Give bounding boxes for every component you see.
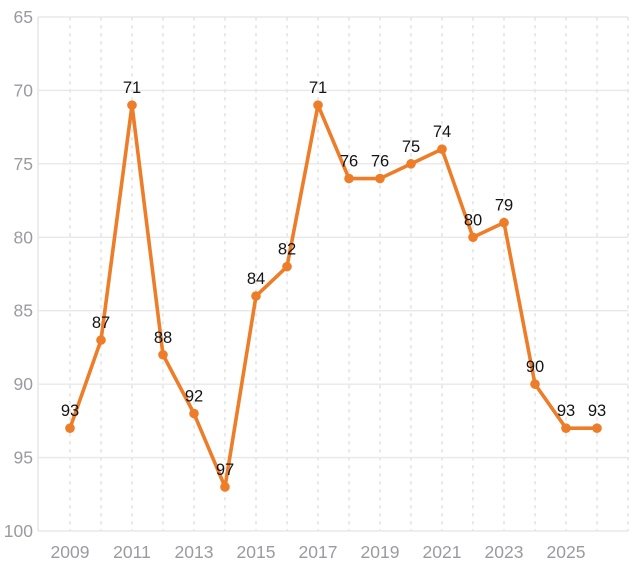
data-point-marker bbox=[251, 291, 261, 301]
data-point-label: 76 bbox=[340, 153, 358, 171]
x-axis-tick-label: 2019 bbox=[361, 542, 400, 562]
data-point-marker bbox=[468, 232, 478, 243]
data-point-label: 71 bbox=[123, 79, 141, 97]
x-axis-tick-label: 2017 bbox=[299, 542, 338, 562]
y-axis-tick-label: 85 bbox=[14, 301, 33, 321]
x-axis-tick-label: 2009 bbox=[51, 542, 90, 562]
data-point-label: 79 bbox=[495, 197, 513, 215]
data-point-label: 88 bbox=[154, 329, 172, 347]
x-axis-tick-label: 2023 bbox=[485, 542, 524, 562]
y-axis-tick-label: 100 bbox=[4, 521, 33, 541]
data-point-label: 82 bbox=[278, 241, 296, 259]
data-point-marker bbox=[127, 100, 137, 110]
data-point-label: 90 bbox=[526, 358, 544, 376]
data-point-marker bbox=[158, 349, 168, 360]
data-point-marker bbox=[282, 261, 292, 272]
data-point-marker bbox=[406, 159, 416, 169]
data-point-label: 76 bbox=[371, 153, 389, 171]
data-point-label: 80 bbox=[464, 211, 482, 229]
trend-line bbox=[68, 103, 599, 489]
y-axis-tick-label: 70 bbox=[14, 80, 34, 100]
data-point-label: 93 bbox=[557, 402, 575, 420]
data-point-marker bbox=[313, 100, 323, 110]
data-point-marker bbox=[561, 423, 571, 434]
data-point-label: 84 bbox=[247, 270, 265, 288]
y-axis-tick-label: 80 bbox=[14, 227, 34, 247]
x-axis-tick-label: 2025 bbox=[547, 542, 586, 562]
data-point-label: 93 bbox=[61, 402, 79, 420]
x-axis-tick-label: 2021 bbox=[423, 542, 462, 562]
data-point-label: 74 bbox=[433, 123, 451, 141]
y-axis-tick-label: 65 bbox=[14, 7, 33, 27]
data-point-marker bbox=[437, 144, 447, 154]
data-point-marker bbox=[530, 379, 540, 389]
data-point-marker bbox=[220, 482, 230, 492]
data-point-marker bbox=[65, 423, 75, 434]
data-point-marker bbox=[96, 335, 106, 345]
y-axis-tick-label: 75 bbox=[14, 154, 33, 174]
data-point-label: 92 bbox=[185, 388, 203, 406]
data-point-label: 71 bbox=[309, 79, 327, 97]
data-point-label: 97 bbox=[216, 461, 234, 479]
data-point-label: 93 bbox=[588, 402, 606, 420]
data-point-marker bbox=[189, 408, 199, 419]
data-point-marker bbox=[344, 173, 354, 184]
data-point-marker bbox=[375, 173, 385, 184]
data-point-marker bbox=[592, 423, 602, 434]
y-axis-tick-label: 90 bbox=[14, 374, 34, 394]
data-point-label: 75 bbox=[402, 138, 420, 156]
y-axis-tick-label: 95 bbox=[14, 448, 33, 468]
x-axis-tick-label: 2013 bbox=[175, 542, 214, 562]
data-point-label: 87 bbox=[92, 314, 110, 332]
x-axis-tick-label: 2011 bbox=[113, 542, 151, 562]
x-axis-tick-label: 2015 bbox=[237, 542, 276, 562]
data-point-marker bbox=[499, 217, 509, 228]
